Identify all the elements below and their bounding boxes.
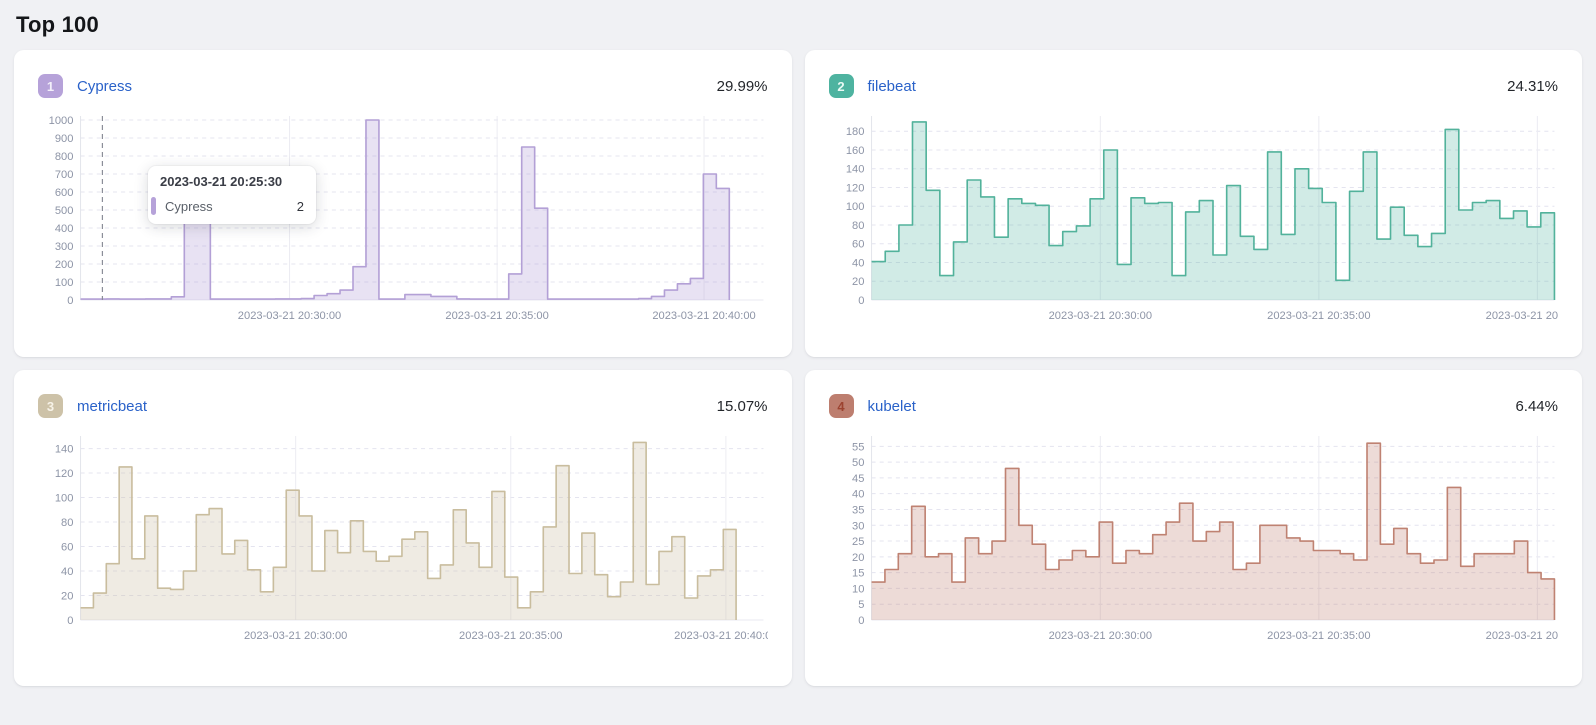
panel-title-link[interactable]: metricbeat [77,397,148,415]
step-area-chart[interactable]: 0 5 10 15 20 25 30 35 40 45 50 55 2023-03-21 20:30:0… [829,432,1559,646]
tooltip: 2023-03-21 20:25:30 Cypress 2 [148,166,316,224]
svg-text:20: 20 [61,591,73,603]
svg-text:2023-03-21 20:35:00: 2023-03-21 20:35:00 [459,630,562,642]
svg-text:2023-03-21 20:35:00: 2023-03-21 20:35:00 [1267,630,1370,642]
svg-text:2023-03-21 20:40:00: 2023-03-21 20:40:00 [674,630,767,642]
svg-text:35: 35 [852,505,864,517]
page-title: Top 100 [16,12,99,37]
svg-text:60: 60 [61,542,73,554]
panel-kubelet: 4 kubelet 6.44% 0 5 10 15 20 25 30 35 40 45 50 55 20… [804,370,1582,686]
panel-header: 2 filebeat 24.31% [828,74,1558,98]
percentage-value: 15.07% [716,397,768,415]
svg-text:2023-03-21 20:30:00: 2023-03-21 20:30:00 [244,630,347,642]
svg-text:160: 160 [845,145,864,157]
chart-area[interactable]: 0 20 40 60 80 100 120 140 2023-03-21 20:30:00 202… [38,432,768,646]
svg-text:2023-03-21 20:40:00: 2023-03-21 20:40:00 [652,310,755,322]
svg-text:30: 30 [852,520,864,532]
svg-text:80: 80 [852,220,864,232]
svg-text:140: 140 [845,164,864,176]
svg-text:60: 60 [852,239,864,251]
percentage-value: 29.99% [716,77,768,95]
svg-text:40: 40 [61,566,73,578]
tooltip-series-marker [151,197,156,215]
svg-text:120: 120 [845,183,864,195]
svg-text:20: 20 [852,552,864,564]
svg-text:10: 10 [852,583,864,595]
tooltip-series-label: Cypress [165,198,213,214]
percentage-value: 24.31% [1507,77,1558,95]
svg-text:2023-03-21 20:40:00: 2023-03-21 20:40:00 [1485,630,1558,642]
svg-text:100: 100 [55,277,74,289]
svg-text:400: 400 [55,223,74,235]
panel-title-link[interactable]: Cypress [77,77,133,95]
svg-text:0: 0 [67,615,73,627]
svg-text:300: 300 [55,241,74,253]
panel-title-link[interactable]: kubelet [867,397,916,415]
svg-text:600: 600 [55,187,74,199]
svg-text:15: 15 [852,568,864,580]
svg-text:80: 80 [61,517,73,529]
svg-text:55: 55 [852,441,864,453]
tooltip-title: 2023-03-21 20:25:30 [160,174,283,189]
rank-badge: 1 [38,74,63,98]
svg-text:25: 25 [852,536,864,548]
rank-badge: 4 [828,394,854,418]
svg-text:2023-03-21 20:30:00: 2023-03-21 20:30:00 [238,310,341,322]
svg-text:50: 50 [852,457,864,469]
step-area-chart[interactable]: 0 20 40 60 80 100 120 140 2023-03-21 20:30:00 202… [38,432,768,646]
svg-text:2023-03-21 20:30:00: 2023-03-21 20:30:00 [1048,310,1151,322]
panel-filebeat: 2 filebeat 24.31% 0 20 40 60 80 100 120 140 160 1… [804,50,1582,357]
svg-text:0: 0 [67,295,73,307]
svg-text:900: 900 [55,133,74,145]
svg-text:120: 120 [55,468,74,480]
svg-text:2023-03-21 20:40:00: 2023-03-21 20:40:00 [1485,310,1558,322]
svg-text:180: 180 [845,126,864,138]
svg-text:800: 800 [55,151,74,163]
svg-text:40: 40 [852,489,864,501]
svg-text:5: 5 [858,599,864,611]
percentage-value: 6.44% [1515,397,1558,415]
rank-badge: 3 [38,394,63,418]
tooltip-series-value: 2 [296,198,304,214]
svg-text:45: 45 [852,473,864,485]
chart-area[interactable]: 0 5 10 15 20 25 30 35 40 45 50 55 2023-03-21 20:30:0… [829,432,1559,646]
panel-title-link[interactable]: filebeat [867,77,916,95]
svg-text:500: 500 [55,205,74,217]
panel-metricbeat: 3 metricbeat 15.07% 0 20 40 60 80 100 120 140 20… [14,370,792,686]
chart-area[interactable]: 0 100 200 300 400 500 600 700 800 900 1000 2023-03-… [38,112,768,326]
panel-header: 3 metricbeat 15.07% [38,394,768,418]
svg-text:0: 0 [858,615,864,627]
svg-text:700: 700 [55,169,74,181]
svg-text:140: 140 [55,444,74,456]
tooltip-series-row: Cypress 2 [148,195,316,224]
step-area-chart[interactable]: 0 20 40 60 80 100 120 140 160 180 2023-03-21 20:30… [829,112,1559,326]
panel-cypress: 1 Cypress 29.99% 0 100 200 300 400 500 600 700 8… [14,50,792,357]
svg-text:2023-03-21 20:35:00: 2023-03-21 20:35:00 [445,310,548,322]
rank-badge: 2 [828,74,854,98]
svg-text:0: 0 [858,295,864,307]
chart-area[interactable]: 0 20 40 60 80 100 120 140 160 180 2023-03-21 20:30… [829,112,1559,326]
panel-grid: 1 Cypress 29.99% 0 100 200 300 400 500 600 700 8… [14,50,1582,686]
panel-header: 1 Cypress 29.99% [38,74,768,98]
svg-text:40: 40 [852,258,864,270]
svg-text:2023-03-21 20:30:00: 2023-03-21 20:30:00 [1048,630,1151,642]
svg-text:100: 100 [845,201,864,213]
svg-text:1000: 1000 [49,115,74,127]
svg-text:2023-03-21 20:35:00: 2023-03-21 20:35:00 [1267,310,1370,322]
svg-text:100: 100 [55,493,74,505]
panel-header: 4 kubelet 6.44% [828,394,1558,418]
svg-text:20: 20 [852,276,864,288]
svg-text:200: 200 [55,259,74,271]
